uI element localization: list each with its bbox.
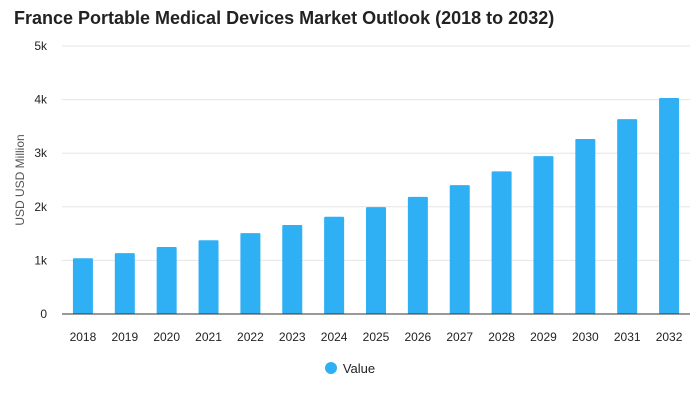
bar[interactable]: [491, 171, 512, 314]
legend[interactable]: Value: [0, 361, 700, 376]
x-tick-label: 2028: [488, 330, 515, 344]
bar[interactable]: [533, 156, 554, 314]
x-tick-label: 2032: [656, 330, 683, 344]
y-axis-label: USD USD Million: [13, 134, 27, 225]
bar[interactable]: [324, 216, 345, 314]
x-tick-label: 2021: [195, 330, 222, 344]
bar[interactable]: [240, 233, 261, 314]
x-tick-label: 2024: [321, 330, 348, 344]
x-tick-label: 2027: [446, 330, 473, 344]
bar[interactable]: [449, 185, 470, 314]
x-tick-label: 2020: [153, 330, 180, 344]
x-tick-label: 2019: [111, 330, 138, 344]
y-tick-label: 4k: [34, 93, 48, 107]
x-tick-label: 2030: [572, 330, 599, 344]
y-tick-label: 5k: [34, 39, 48, 53]
bar[interactable]: [659, 97, 680, 314]
chart-title: France Portable Medical Devices Market O…: [14, 8, 555, 28]
bar[interactable]: [156, 247, 177, 314]
legend-label-value: Value: [342, 361, 376, 376]
y-tick-label: 1k: [34, 253, 48, 267]
x-tick-label: 2029: [530, 330, 557, 344]
bar[interactable]: [575, 138, 596, 314]
bar[interactable]: [72, 258, 93, 314]
bar[interactable]: [198, 240, 219, 314]
x-tick-label: 2031: [614, 330, 641, 344]
x-tick-label: 2022: [237, 330, 264, 344]
bar[interactable]: [114, 253, 135, 314]
x-tick-label: 2023: [279, 330, 306, 344]
bar[interactable]: [366, 207, 386, 314]
bar[interactable]: [617, 119, 638, 314]
bar[interactable]: [407, 196, 428, 314]
legend-marker-value: [324, 362, 337, 374]
y-tick-label: 0: [40, 307, 47, 321]
y-tick-label: 3k: [34, 146, 48, 160]
x-tick-label: 2025: [363, 330, 390, 344]
x-tick-label: 2026: [405, 330, 432, 344]
y-tick-label: 2k: [34, 200, 48, 214]
bar[interactable]: [282, 225, 303, 314]
x-tick-label: 2018: [70, 330, 97, 344]
